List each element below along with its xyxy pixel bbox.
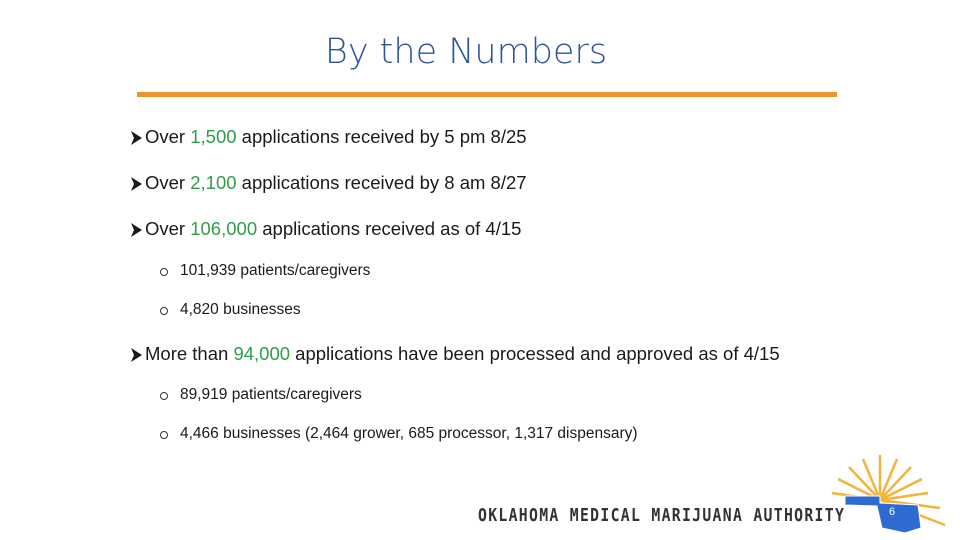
slide-title: By the Numbers: [324, 32, 608, 72]
bullet-highlight: 106,000: [190, 218, 258, 239]
sub-bullet: 101,939 patients/caregivers: [180, 262, 371, 279]
bullet-arrow: [131, 131, 142, 145]
bullet-suffix: applications received by 5 pm 8/25: [236, 126, 527, 147]
bullet-highlight: 1,500: [190, 126, 237, 147]
bullet: Over 1,500 applications received by 5 pm…: [145, 126, 527, 148]
sub-bullet: 89,919 patients/caregivers: [180, 386, 362, 403]
bullet-prefix: More than: [145, 343, 234, 364]
title-rule: [137, 92, 837, 97]
bullet-prefix: Over: [145, 172, 191, 193]
bullet: Over 106,000 applications received as of…: [145, 218, 521, 240]
sub-bullet-marker: [160, 392, 168, 400]
sub-bullet-marker: [160, 431, 168, 439]
page-number: 6: [888, 506, 896, 518]
bullet-arrow: [131, 177, 142, 191]
sub-bullet: 4,466 businesses (2,464 grower, 685 proc…: [180, 425, 638, 442]
bullet-highlight: 2,100: [190, 172, 237, 193]
sub-bullet-marker: [160, 307, 168, 315]
bullet-arrow: [131, 348, 142, 362]
bullet-suffix: applications received by 8 am 8/27: [236, 172, 527, 193]
bullet-highlight: 94,000: [233, 343, 291, 364]
bullet-prefix: Over: [145, 126, 191, 147]
bullet-suffix: applications received as of 4/15: [257, 218, 522, 239]
sub-bullet-marker: [160, 268, 168, 276]
bullet: Over 2,100 applications received by 8 am…: [145, 172, 527, 194]
sub-bullet: 4,820 businesses: [180, 301, 301, 318]
bullet-prefix: Over: [145, 218, 191, 239]
bullet: More than 94,000 applications have been …: [145, 343, 780, 365]
logo-text: OKLAHOMA MEDICAL MARIJUANA AUTHORITY: [478, 505, 846, 526]
bullet-arrow: [131, 223, 142, 237]
bullet-suffix: applications have been processed and app…: [290, 343, 780, 364]
